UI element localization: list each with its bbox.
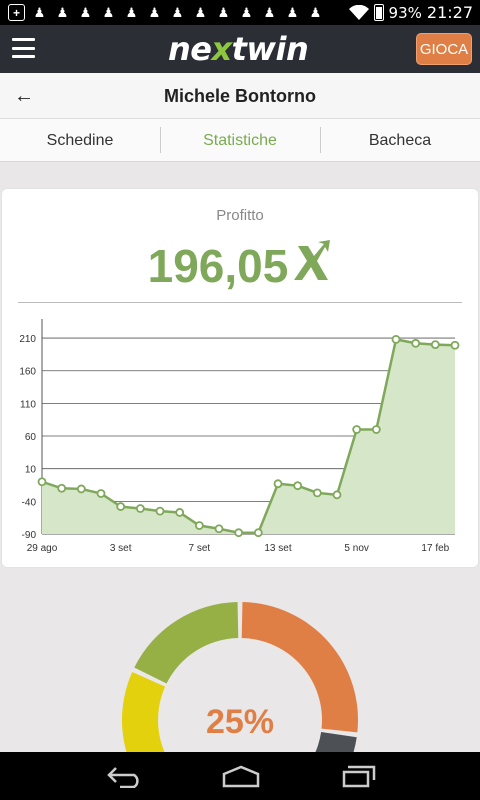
data-point — [135, 504, 145, 513]
data-point — [411, 338, 421, 348]
y-tick-label: 210 — [19, 334, 36, 345]
donut-segment — [122, 672, 166, 752]
data-point — [175, 508, 185, 517]
profit-divider — [18, 302, 462, 303]
data-point — [450, 340, 460, 350]
data-point — [214, 524, 224, 534]
person-icon: ♟ — [240, 4, 253, 20]
donut-percent: 25% — [205, 703, 275, 741]
tab-statistiche[interactable]: Statistiche — [160, 119, 320, 161]
person-icon: ♟ — [217, 4, 230, 20]
data-point — [430, 340, 440, 349]
person-icon: ♟ — [148, 4, 161, 20]
person-icon: ♟ — [309, 4, 322, 20]
person-icon: ♟ — [286, 4, 299, 20]
data-point — [293, 481, 303, 491]
profit-label: Profitto — [216, 207, 264, 224]
data-point — [76, 484, 86, 494]
title-bar: ← Michele Bontorno — [0, 73, 480, 119]
data-point — [371, 425, 381, 434]
y-tick-label: 60 — [25, 432, 37, 443]
area-fill — [42, 339, 455, 534]
person-icon: ♟ — [194, 4, 207, 20]
battery-percent: 93% — [388, 3, 422, 22]
status-bar: + ♟ ♟ ♟ ♟ ♟ ♟ ♟ ♟ ♟ ♟ ♟ ♟ ♟ 93% 21:27 — [0, 0, 480, 25]
person-icon: ♟ — [56, 4, 69, 20]
tab-bacheca[interactable]: Bacheca — [320, 119, 480, 161]
clock: 21:27 — [426, 3, 473, 22]
y-tick-label: 10 — [25, 465, 37, 476]
x-tick-label: 13 set — [264, 543, 291, 554]
data-point — [391, 334, 401, 344]
donut-segment — [241, 602, 358, 733]
person-icon: ♟ — [102, 4, 115, 20]
donut-segment — [315, 731, 357, 752]
gioca-button[interactable]: GIOCA — [416, 33, 472, 65]
profit-arrow-icon — [294, 240, 331, 280]
data-point — [37, 477, 47, 487]
navigation-bar — [0, 752, 480, 800]
data-point — [273, 479, 283, 489]
nextwin-logo: nextwin — [168, 30, 309, 68]
data-point — [234, 528, 244, 538]
person-icon: ♟ — [263, 4, 276, 20]
app-bar: nextwin GIOCA — [0, 25, 480, 73]
data-point — [116, 502, 126, 511]
status-right: 93% 21:27 — [348, 3, 473, 22]
person-icon: ♟ — [171, 4, 184, 20]
y-tick-label: -90 — [22, 530, 37, 541]
wifi-icon — [348, 4, 369, 20]
data-point — [57, 483, 67, 493]
data-point — [155, 506, 165, 516]
x-tick-label: 5 nov — [344, 543, 368, 554]
back-arrow-icon[interactable]: ← — [14, 85, 34, 107]
data-point — [194, 521, 204, 530]
person-icon: ♟ — [33, 4, 46, 20]
x-tick-label: 7 set — [188, 543, 210, 554]
data-point — [312, 488, 322, 498]
tab-bar: Schedine Statistiche Bacheca — [0, 119, 480, 162]
recent-apps-icon[interactable] — [340, 764, 376, 788]
x-tick-label: 17 feb — [421, 543, 449, 554]
profit-value: 196,05 — [2, 239, 478, 293]
back-nav-icon[interactable] — [106, 764, 142, 788]
x-tick-label: 29 ago — [27, 543, 58, 554]
add-notification-icon: + — [8, 4, 25, 21]
donut-segment — [134, 602, 239, 684]
data-point — [332, 490, 342, 500]
battery-icon — [373, 4, 384, 21]
x-tick-label: 3 set — [110, 543, 132, 554]
donut-chart — [122, 602, 358, 752]
page-title: Michele Bontorno — [164, 86, 316, 106]
profit-card: Profitto 196,05 210 160 110 60 10 -40 -90 29 ag… — [1, 188, 479, 568]
data-point — [96, 489, 106, 498]
profit-chart: 210 160 110 60 10 -40 -90 29 ago 3 set 7 set 13 se… — [19, 319, 460, 554]
y-tick-label: -40 — [22, 497, 37, 508]
notification-icons: + ♟ ♟ ♟ ♟ ♟ ♟ ♟ ♟ ♟ ♟ ♟ ♟ ♟ — [8, 4, 324, 21]
y-tick-label: 110 — [20, 399, 36, 410]
menu-icon[interactable] — [12, 38, 35, 58]
data-point — [253, 528, 263, 538]
tab-schedine[interactable]: Schedine — [46, 132, 114, 149]
series-line — [41, 337, 456, 534]
person-icon: ♟ — [79, 4, 92, 20]
y-tick-label: 160 — [19, 367, 36, 378]
home-nav-icon[interactable] — [222, 764, 260, 788]
data-point — [352, 425, 362, 434]
person-icon: ♟ — [125, 4, 138, 20]
